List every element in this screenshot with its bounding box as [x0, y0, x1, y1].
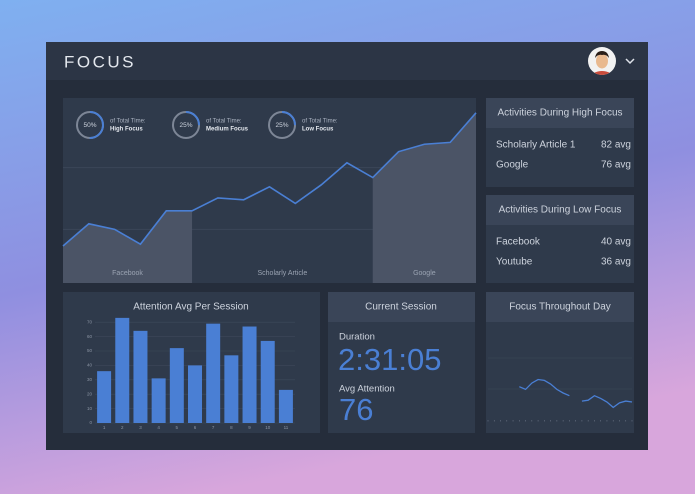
gauge-arc [172, 111, 200, 139]
y-tick-label: 70 [87, 319, 93, 324]
gauge-arc [268, 111, 296, 139]
segment-area [372, 112, 476, 283]
y-tick-label: 10 [87, 406, 93, 411]
x-tick-label: 4 [157, 425, 160, 430]
activity-name: Scholarly Article 1 [496, 140, 576, 151]
x-tick-label: 6 [194, 425, 197, 430]
gauge-caption: of Total Time: [302, 119, 338, 125]
avatar-face [596, 53, 608, 69]
bar [115, 317, 130, 423]
y-tick-label: 30 [87, 377, 93, 382]
panel-header [486, 195, 634, 225]
duration-value: 2:31:05 [338, 342, 441, 377]
bar [133, 330, 148, 423]
panel-title: Activities During Low Focus [499, 205, 622, 216]
segment-label: Facebook [112, 270, 143, 277]
x-tick-label: 9 [248, 425, 251, 430]
y-tick-label: 60 [87, 334, 93, 339]
segment-area [63, 210, 193, 283]
activity-value: 82 avg [601, 140, 631, 151]
focus-line [62, 112, 477, 247]
y-tick-label: 50 [87, 348, 93, 353]
bar [224, 355, 239, 423]
bar [278, 389, 293, 423]
bar [242, 326, 257, 423]
gauge-label: 50% [83, 122, 96, 129]
activity-value: 36 avg [601, 257, 631, 268]
activity-value: 40 avg [601, 237, 631, 248]
gauge-caption: of Total Time: [206, 119, 242, 125]
avatar-hair [595, 51, 609, 58]
attention-value: 76 [339, 392, 373, 427]
day-line [519, 378, 570, 397]
x-tick-label: 11 [284, 425, 289, 430]
x-tick-label: 3 [139, 425, 142, 430]
menu-chevron[interactable] [625, 58, 635, 65]
x-tick-label: 10 [265, 425, 271, 430]
x-tick-label: 5 [176, 425, 179, 430]
gauge-name: High Focus [110, 127, 143, 133]
y-tick-label: 20 [87, 391, 93, 396]
x-tick-label: 2 [121, 425, 124, 430]
panel-title: Focus Throughout Day [509, 302, 611, 313]
gauge-name: Medium Focus [206, 127, 249, 133]
panel-title: Activities During High Focus [497, 108, 622, 119]
bar [151, 378, 166, 423]
gauge-arc [76, 111, 104, 139]
activity-name: Youtube [496, 257, 533, 268]
gauge-name: Low Focus [302, 127, 334, 133]
x-tick-label: 7 [212, 425, 215, 430]
segment-label: Scholarly Article [258, 270, 308, 277]
panel-title: Attention Avg Per Session [133, 302, 248, 313]
panel-title: Current Session [365, 302, 437, 313]
x-tick-label: 8 [230, 425, 233, 430]
activity-name: Google [496, 160, 529, 171]
panel-header [486, 98, 634, 128]
bar [169, 348, 184, 423]
y-tick-label: 0 [89, 420, 92, 425]
bar [188, 365, 202, 423]
gauge-label: 25% [275, 122, 288, 129]
day-line [581, 394, 633, 409]
panel-header [328, 292, 475, 322]
y-tick-label: 40 [87, 363, 93, 368]
app-title: FOCUS [64, 52, 136, 71]
panel-header [486, 292, 634, 322]
bar [97, 371, 112, 423]
activity-value: 76 avg [601, 160, 631, 171]
segment-label: Google [413, 270, 436, 277]
attention-label: Avg Attention [339, 384, 395, 395]
bar [260, 340, 275, 423]
gauge-label: 25% [179, 122, 192, 129]
x-tick-label: 1 [103, 425, 106, 430]
duration-label: Duration [339, 332, 375, 343]
gauge-caption: of Total Time: [110, 119, 146, 125]
top-bar [46, 42, 648, 80]
activity-name: Facebook [496, 237, 541, 248]
bar [206, 323, 221, 423]
